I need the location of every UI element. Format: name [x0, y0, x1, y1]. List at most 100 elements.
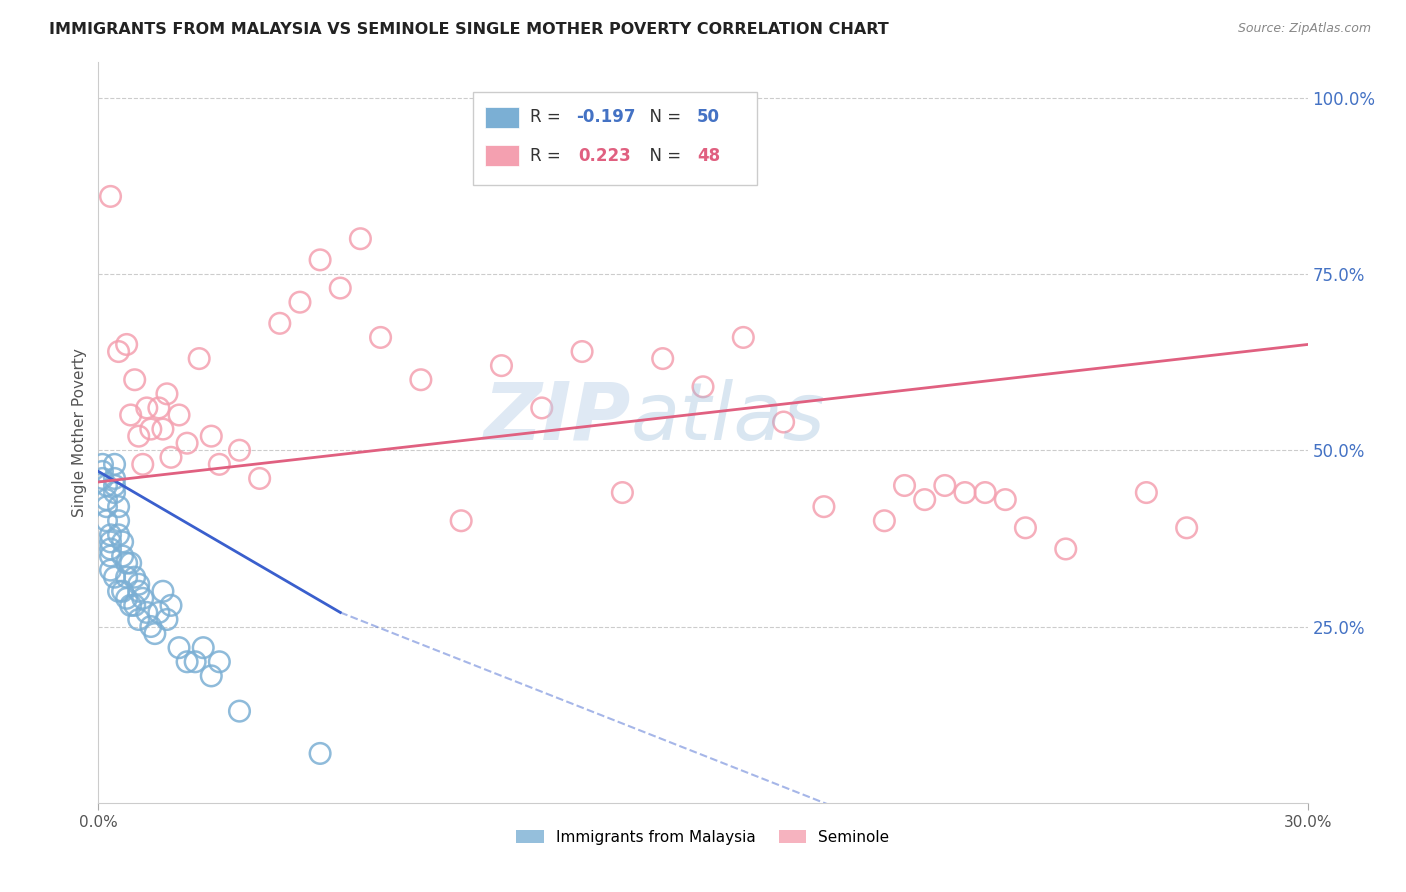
Point	[329, 281, 352, 295]
Point	[96, 492, 118, 507]
Point	[135, 401, 157, 415]
Point	[249, 471, 271, 485]
Point	[103, 485, 125, 500]
Point	[103, 471, 125, 485]
Point	[450, 514, 472, 528]
FancyBboxPatch shape	[485, 107, 519, 128]
Point	[103, 458, 125, 472]
Point	[91, 471, 114, 485]
Point	[269, 316, 291, 330]
Point	[733, 330, 755, 344]
Point	[111, 584, 134, 599]
Point	[96, 478, 118, 492]
Text: N =: N =	[638, 108, 686, 127]
Point	[148, 401, 170, 415]
Point	[491, 359, 513, 373]
Point	[91, 458, 114, 472]
Point	[1175, 521, 1198, 535]
Point	[120, 408, 142, 422]
Point	[143, 626, 166, 640]
Point	[228, 443, 250, 458]
Point	[208, 458, 231, 472]
Point	[128, 612, 150, 626]
Text: ZIP: ZIP	[484, 379, 630, 457]
Point	[228, 704, 250, 718]
Point	[571, 344, 593, 359]
Point	[120, 556, 142, 570]
Point	[107, 584, 129, 599]
Point	[156, 387, 179, 401]
Point	[139, 619, 162, 633]
Point	[188, 351, 211, 366]
Point	[100, 535, 122, 549]
Point	[208, 655, 231, 669]
Point	[96, 500, 118, 514]
Point	[132, 591, 155, 606]
Point	[176, 436, 198, 450]
Point	[813, 500, 835, 514]
Point	[772, 415, 794, 429]
Point	[96, 514, 118, 528]
Text: 0.223: 0.223	[578, 146, 631, 165]
Point	[288, 295, 311, 310]
Point	[409, 373, 432, 387]
Text: Source: ZipAtlas.com: Source: ZipAtlas.com	[1237, 22, 1371, 36]
Point	[176, 655, 198, 669]
Point	[309, 252, 332, 267]
Point	[100, 563, 122, 577]
Point	[873, 514, 896, 528]
Point	[200, 669, 222, 683]
Point	[128, 584, 150, 599]
Point	[107, 344, 129, 359]
Point	[934, 478, 956, 492]
Point	[100, 528, 122, 542]
Legend: Immigrants from Malaysia, Seminole: Immigrants from Malaysia, Seminole	[510, 823, 896, 851]
Text: IMMIGRANTS FROM MALAYSIA VS SEMINOLE SINGLE MOTHER POVERTY CORRELATION CHART: IMMIGRANTS FROM MALAYSIA VS SEMINOLE SIN…	[49, 22, 889, 37]
Point	[612, 485, 634, 500]
Point	[107, 514, 129, 528]
Point	[152, 584, 174, 599]
Point	[115, 337, 138, 351]
Point	[692, 380, 714, 394]
Point	[148, 606, 170, 620]
Point	[128, 577, 150, 591]
Point	[953, 485, 976, 500]
Point	[184, 655, 207, 669]
Point	[974, 485, 997, 500]
Point	[914, 492, 936, 507]
Point	[1054, 541, 1077, 556]
Text: R =: R =	[530, 146, 571, 165]
Point	[1135, 485, 1157, 500]
Point	[167, 640, 190, 655]
Text: -0.197: -0.197	[576, 108, 636, 127]
Point	[309, 747, 332, 761]
Point	[530, 401, 553, 415]
Point	[160, 599, 183, 613]
Point	[103, 478, 125, 492]
Point	[893, 478, 915, 492]
Point	[111, 535, 134, 549]
FancyBboxPatch shape	[485, 145, 519, 166]
Point	[135, 606, 157, 620]
Point	[156, 612, 179, 626]
Point	[994, 492, 1017, 507]
Point	[370, 330, 392, 344]
Text: 50: 50	[697, 108, 720, 127]
Text: N =: N =	[638, 146, 686, 165]
Point	[200, 429, 222, 443]
Point	[120, 599, 142, 613]
Point	[160, 450, 183, 465]
Point	[132, 458, 155, 472]
Point	[349, 232, 371, 246]
Point	[115, 556, 138, 570]
FancyBboxPatch shape	[474, 92, 758, 185]
Point	[103, 570, 125, 584]
Point	[1014, 521, 1036, 535]
Point	[152, 422, 174, 436]
Point	[651, 351, 673, 366]
Point	[107, 500, 129, 514]
Point	[115, 591, 138, 606]
Point	[124, 570, 146, 584]
Point	[193, 640, 215, 655]
Point	[111, 549, 134, 563]
